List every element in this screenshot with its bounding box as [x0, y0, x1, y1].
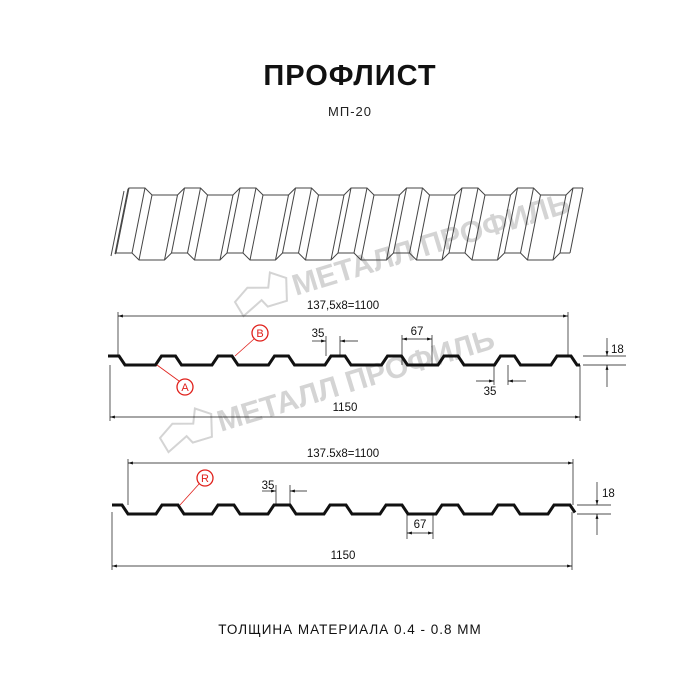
pitch-dimension: 137,5x8=1100 — [307, 300, 379, 312]
trough-width-dimension: 67 — [414, 519, 427, 531]
height-dimension: 18 — [602, 488, 615, 500]
callout-b: B — [234, 324, 269, 357]
svg-text:B: B — [256, 328, 263, 340]
callout-r: R — [179, 469, 214, 506]
svg-text:R: R — [201, 473, 209, 485]
pitch-dimension: 137.5x8=1100 — [307, 448, 379, 460]
bottom-width-dimension: 35 — [484, 386, 497, 398]
material-thickness: ТОЛЩИНА МАТЕРИАЛА 0.4 - 0.8 ММ — [218, 622, 482, 637]
total-width-dimension: 1150 — [333, 402, 358, 414]
watermark-2: МЕТАЛЛ ПРОФИЛЬ — [158, 323, 499, 454]
total-width-dimension: 1150 — [331, 550, 356, 562]
profile-2-section — [112, 503, 577, 516]
trough-width-dimension: 67 — [411, 326, 424, 338]
logo-icon — [158, 407, 213, 454]
isometric-sheet — [110, 187, 584, 261]
watermark-1: МЕТАЛЛ ПРОФИЛЬ — [233, 187, 574, 318]
page-title: ПРОФЛИСТ — [263, 60, 437, 92]
top-width-dimension: 35 — [262, 480, 275, 492]
callout-a: A — [156, 364, 194, 396]
height-dimension: 18 — [611, 344, 624, 356]
profile-1: 137,5x8=1100 1150 35 67 35 18 B A — [108, 300, 626, 421]
product-code: МП-20 — [328, 104, 372, 119]
profile-1-section — [108, 354, 580, 367]
profile-2: 137.5x8=1100 1150 35 67 18 R — [111, 448, 615, 570]
svg-text:A: A — [181, 382, 189, 394]
logo-icon — [233, 271, 288, 318]
top-width-dimension: 35 — [312, 328, 325, 340]
